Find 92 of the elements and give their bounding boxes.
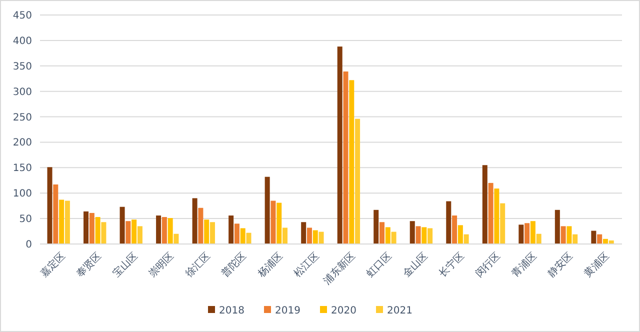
bar — [126, 221, 131, 244]
x-tick-label: 崇明区 — [146, 250, 176, 280]
y-tick-label: 50 — [19, 214, 32, 226]
bar — [174, 234, 179, 244]
x-tick-label: 虹口区 — [364, 250, 394, 280]
bar — [120, 206, 125, 244]
y-tick-label: 400 — [12, 36, 32, 47]
bar — [488, 182, 494, 244]
x-tick-label: 松江区 — [292, 250, 322, 280]
y-tick-label: 150 — [12, 163, 32, 174]
bar — [246, 232, 252, 244]
bar — [572, 234, 578, 244]
bar — [597, 234, 602, 244]
bar — [518, 224, 524, 244]
bar — [59, 200, 64, 244]
y-tick-label: 350 — [12, 61, 32, 72]
bar — [204, 220, 210, 244]
bar — [416, 226, 421, 244]
bar — [410, 221, 415, 244]
bar — [343, 71, 348, 244]
bar — [306, 228, 312, 244]
x-tick-label: 杨浦区 — [254, 250, 286, 281]
bar — [270, 200, 276, 244]
bar — [536, 234, 542, 244]
x-tick-label: 金山区 — [400, 250, 430, 280]
bar — [89, 212, 94, 244]
x-tick-label: 静安区 — [546, 250, 576, 280]
x-tick-label: 嘉定区 — [38, 250, 68, 280]
legend-label: 2018 — [219, 306, 244, 316]
bar — [428, 228, 433, 244]
x-tick-label: 宝山区 — [110, 250, 140, 280]
legend-label: 2019 — [275, 306, 300, 316]
bar — [422, 227, 427, 244]
bar — [53, 184, 58, 244]
bar — [168, 218, 173, 244]
bar — [524, 223, 530, 244]
legend-label: 2020 — [331, 306, 356, 316]
x-tick-label: 徐汇区 — [182, 250, 213, 280]
bar — [374, 210, 379, 244]
x-tick-label: 奉贤区 — [74, 250, 104, 280]
x-tick-label: 普陀区 — [219, 250, 249, 280]
y-tick-label: 0 — [26, 240, 32, 250]
x-tick-label: 浦东新区 — [320, 250, 358, 287]
x-tick-label: 长宁区 — [436, 250, 467, 280]
y-tick-label: 250 — [12, 112, 32, 124]
bar — [385, 227, 390, 244]
y-tick-label: 200 — [12, 138, 32, 149]
bar — [276, 202, 282, 244]
bar — [482, 165, 488, 244]
bar — [64, 200, 70, 244]
bar — [192, 198, 198, 244]
bar — [566, 226, 572, 244]
bar — [355, 118, 360, 244]
x-tick-label: 青浦区 — [509, 250, 540, 280]
bar — [240, 228, 246, 244]
y-tick-label: 100 — [12, 188, 32, 200]
bar — [446, 201, 452, 244]
bar — [95, 217, 100, 244]
bar — [349, 80, 354, 244]
bar — [228, 216, 234, 244]
y-tick-label: 450 — [12, 10, 32, 22]
bar — [318, 232, 324, 244]
y-tick-label: 300 — [12, 86, 32, 98]
bar — [301, 222, 306, 244]
bar — [560, 226, 566, 244]
x-tick-label: 闵行区 — [473, 250, 503, 280]
bar — [452, 216, 458, 244]
bar — [264, 176, 270, 244]
bar — [500, 203, 506, 244]
bar — [494, 188, 500, 244]
bar — [458, 225, 463, 244]
legend-label: 2021 — [387, 306, 412, 316]
bar — [47, 167, 52, 244]
bar — [156, 216, 162, 244]
bar — [530, 221, 536, 244]
bar — [554, 210, 560, 244]
bar — [464, 234, 469, 244]
bar — [84, 211, 89, 244]
bar — [591, 230, 596, 244]
bar — [162, 217, 167, 244]
bar — [380, 222, 385, 244]
bar — [210, 222, 215, 244]
x-tick-label: 黄浦区 — [582, 250, 612, 280]
bar — [198, 208, 204, 244]
bar — [337, 46, 342, 244]
bar — [234, 224, 240, 244]
bar — [391, 232, 396, 244]
bar — [132, 220, 137, 244]
bar — [282, 228, 288, 244]
bar — [101, 222, 106, 244]
bar — [137, 226, 142, 244]
bar — [312, 230, 318, 244]
